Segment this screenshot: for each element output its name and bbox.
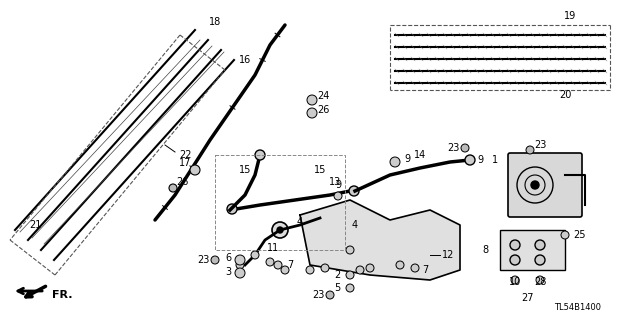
Circle shape bbox=[277, 227, 283, 233]
Text: 4: 4 bbox=[352, 220, 358, 230]
Circle shape bbox=[334, 192, 342, 200]
Text: 26: 26 bbox=[317, 105, 329, 115]
Circle shape bbox=[531, 181, 539, 189]
Text: 4: 4 bbox=[297, 217, 303, 227]
Text: 23: 23 bbox=[312, 290, 324, 300]
Circle shape bbox=[346, 284, 354, 292]
Text: 7: 7 bbox=[287, 260, 293, 270]
Text: 27: 27 bbox=[522, 293, 534, 303]
FancyBboxPatch shape bbox=[508, 153, 582, 217]
Text: 21: 21 bbox=[29, 220, 41, 230]
Text: 16: 16 bbox=[239, 55, 251, 65]
Text: 9: 9 bbox=[335, 180, 341, 190]
Circle shape bbox=[236, 261, 244, 269]
Text: 15: 15 bbox=[239, 165, 251, 175]
Circle shape bbox=[461, 144, 469, 152]
Text: 10: 10 bbox=[509, 277, 521, 287]
Circle shape bbox=[306, 266, 314, 274]
Text: 6: 6 bbox=[225, 253, 231, 263]
Circle shape bbox=[281, 266, 289, 274]
Circle shape bbox=[190, 165, 200, 175]
Text: 9: 9 bbox=[404, 154, 410, 164]
Text: 19: 19 bbox=[564, 11, 576, 21]
Text: TL54B1400: TL54B1400 bbox=[554, 302, 602, 311]
Text: 17: 17 bbox=[179, 158, 191, 168]
Text: 15: 15 bbox=[314, 165, 326, 175]
Text: 14: 14 bbox=[414, 150, 426, 160]
Text: 22: 22 bbox=[179, 150, 191, 160]
Circle shape bbox=[349, 186, 359, 196]
Text: 24: 24 bbox=[317, 91, 329, 101]
Bar bbox=[500, 230, 565, 270]
Text: 26: 26 bbox=[176, 177, 188, 187]
Circle shape bbox=[251, 251, 259, 259]
Polygon shape bbox=[300, 200, 460, 280]
Text: 11: 11 bbox=[267, 243, 279, 253]
Text: 23: 23 bbox=[447, 143, 459, 153]
Text: 7: 7 bbox=[422, 265, 428, 275]
Text: 20: 20 bbox=[559, 90, 571, 100]
Text: 25: 25 bbox=[573, 230, 586, 240]
Bar bbox=[215, 155, 345, 250]
Text: 2: 2 bbox=[334, 270, 340, 280]
Circle shape bbox=[535, 255, 545, 265]
Circle shape bbox=[169, 184, 177, 192]
Circle shape bbox=[465, 155, 475, 165]
Text: 3: 3 bbox=[225, 267, 231, 277]
Circle shape bbox=[366, 264, 374, 272]
Circle shape bbox=[411, 264, 419, 272]
Text: 13: 13 bbox=[329, 177, 341, 187]
Circle shape bbox=[266, 258, 274, 266]
Text: 18: 18 bbox=[209, 17, 221, 27]
Text: 1: 1 bbox=[492, 155, 498, 165]
Circle shape bbox=[235, 255, 245, 265]
Circle shape bbox=[526, 146, 534, 154]
Circle shape bbox=[396, 261, 404, 269]
Circle shape bbox=[346, 271, 354, 279]
Circle shape bbox=[511, 276, 519, 284]
Circle shape bbox=[235, 268, 245, 278]
Circle shape bbox=[390, 157, 400, 167]
Text: 12: 12 bbox=[442, 250, 454, 260]
Text: FR.: FR. bbox=[52, 290, 72, 300]
Circle shape bbox=[510, 255, 520, 265]
Circle shape bbox=[211, 256, 219, 264]
Text: 8: 8 bbox=[482, 245, 488, 255]
Circle shape bbox=[346, 246, 354, 254]
Text: 23: 23 bbox=[197, 255, 209, 265]
Circle shape bbox=[227, 204, 237, 214]
Circle shape bbox=[561, 231, 569, 239]
Circle shape bbox=[274, 261, 282, 269]
Text: 5: 5 bbox=[334, 283, 340, 293]
Text: 23: 23 bbox=[534, 140, 546, 150]
Circle shape bbox=[255, 150, 265, 160]
Circle shape bbox=[535, 240, 545, 250]
Circle shape bbox=[321, 264, 329, 272]
Circle shape bbox=[536, 276, 544, 284]
Text: 28: 28 bbox=[534, 277, 546, 287]
Circle shape bbox=[356, 266, 364, 274]
Circle shape bbox=[510, 240, 520, 250]
Text: 9: 9 bbox=[477, 155, 483, 165]
Circle shape bbox=[272, 222, 288, 238]
Circle shape bbox=[307, 108, 317, 118]
Circle shape bbox=[307, 95, 317, 105]
Circle shape bbox=[326, 291, 334, 299]
